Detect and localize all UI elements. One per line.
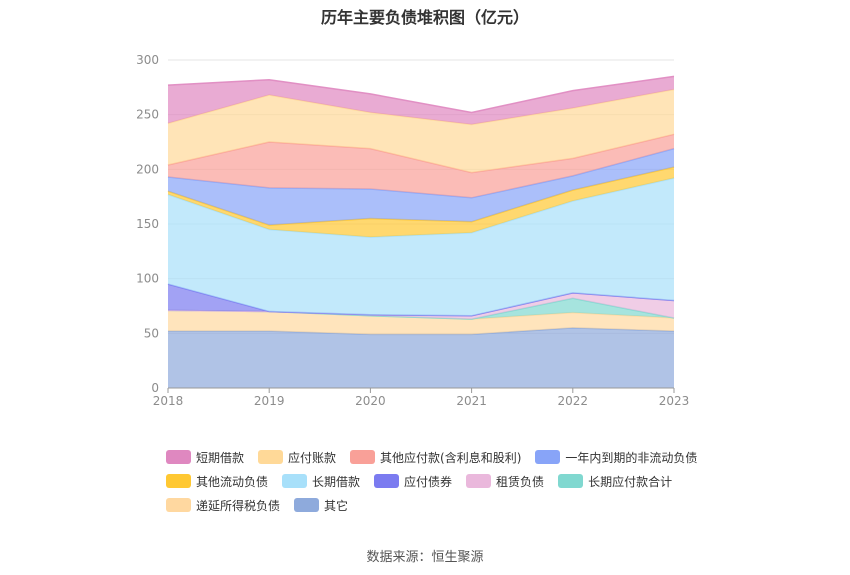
legend-label: 一年内到期的非流动负债 xyxy=(565,450,698,465)
stacked-area-chart: 0 50 100 150 200 250 300 2018 2019 2020 2021 2022 20… xyxy=(136,53,690,408)
legend-item[interactable]: 其他流动负债 xyxy=(166,473,268,489)
legend-item[interactable]: 其它 xyxy=(294,497,348,513)
y-tick-label: 100 xyxy=(136,272,159,286)
legend-item[interactable]: 长期应付款合计 xyxy=(558,473,672,489)
legend-label: 其它 xyxy=(324,498,349,513)
legend-item[interactable]: 应付账款 xyxy=(258,449,336,465)
legend-row: 其他流动负债 长期借款 应付债券 租赁负债 长期应付款合计 xyxy=(166,473,726,489)
area-series-9 xyxy=(168,89,674,173)
legend-item[interactable]: 应付债券 xyxy=(374,473,452,489)
legend-label: 其他应付款(含利息和股利) xyxy=(380,450,522,465)
legend-label: 长期应付款合计 xyxy=(588,474,673,489)
legend-label: 应付账款 xyxy=(288,450,337,465)
y-tick-label: 200 xyxy=(136,162,159,176)
legend-item[interactable]: 短期借款 xyxy=(166,449,244,465)
legend-swatch xyxy=(558,474,584,488)
area-series-7 xyxy=(168,148,674,226)
data-source-note: 数据来源：恒生聚源 xyxy=(366,550,484,565)
area-series-8 xyxy=(168,134,674,198)
chart-title: 历年主要负债堆积图（亿元） xyxy=(320,8,529,27)
legend-swatch xyxy=(535,450,561,464)
y-tick-label: 150 xyxy=(136,217,159,231)
x-tick-label: 2020 xyxy=(355,394,386,408)
chart-legend: 短期借款 应付账款 其他应付款(含利息和股利) 一年内到期的非流动负债其他流动负债 长期… xyxy=(166,449,726,521)
area-series-10 xyxy=(168,76,674,125)
legend-swatch xyxy=(282,474,308,488)
legend-swatch xyxy=(166,450,191,464)
legend-item[interactable]: 递延所得税负债 xyxy=(166,497,280,513)
legend-item[interactable]: 一年内到期的非流动负债 xyxy=(535,449,697,465)
legend-swatch xyxy=(466,474,492,488)
area-series-line-10 xyxy=(167,75,675,114)
x-tick-label: 2018 xyxy=(153,394,184,408)
legend-swatch xyxy=(166,498,191,512)
legend-item[interactable]: 租赁负债 xyxy=(466,473,544,489)
legend-swatch xyxy=(294,498,320,512)
area-series-5 xyxy=(168,178,674,316)
area-series-0 xyxy=(168,327,674,388)
legend-row: 短期借款 应付账款 其他应付款(含利息和股利) 一年内到期的非流动负债 xyxy=(166,449,726,465)
legend-swatch xyxy=(166,474,191,488)
legend-label: 租赁负债 xyxy=(496,474,545,489)
legend-swatch xyxy=(350,450,376,464)
legend-swatch xyxy=(374,474,400,488)
legend-item[interactable]: 长期借款 xyxy=(282,473,360,489)
legend-label: 短期借款 xyxy=(196,450,245,465)
legend-item[interactable]: 其他应付款(含利息和股利) xyxy=(350,449,521,465)
x-tick-label: 2019 xyxy=(254,394,285,408)
y-tick-label: 0 xyxy=(151,381,159,395)
legend-label: 应付债券 xyxy=(404,474,453,489)
x-tick-label: 2022 xyxy=(558,394,589,408)
x-tick-label: 2023 xyxy=(659,394,690,408)
legend-label: 递延所得税负债 xyxy=(196,498,281,513)
legend-row: 递延所得税负债 其它 xyxy=(166,497,726,513)
legend-label: 长期借款 xyxy=(312,474,361,489)
x-tick-label: 2021 xyxy=(456,394,487,408)
y-tick-label: 50 xyxy=(144,326,159,340)
area-series-1 xyxy=(168,310,674,335)
y-tick-label: 250 xyxy=(136,108,159,122)
y-tick-label: 300 xyxy=(136,53,159,67)
area-series-6 xyxy=(168,167,674,238)
legend-label: 其他流动负债 xyxy=(196,474,269,489)
legend-swatch xyxy=(258,450,284,464)
